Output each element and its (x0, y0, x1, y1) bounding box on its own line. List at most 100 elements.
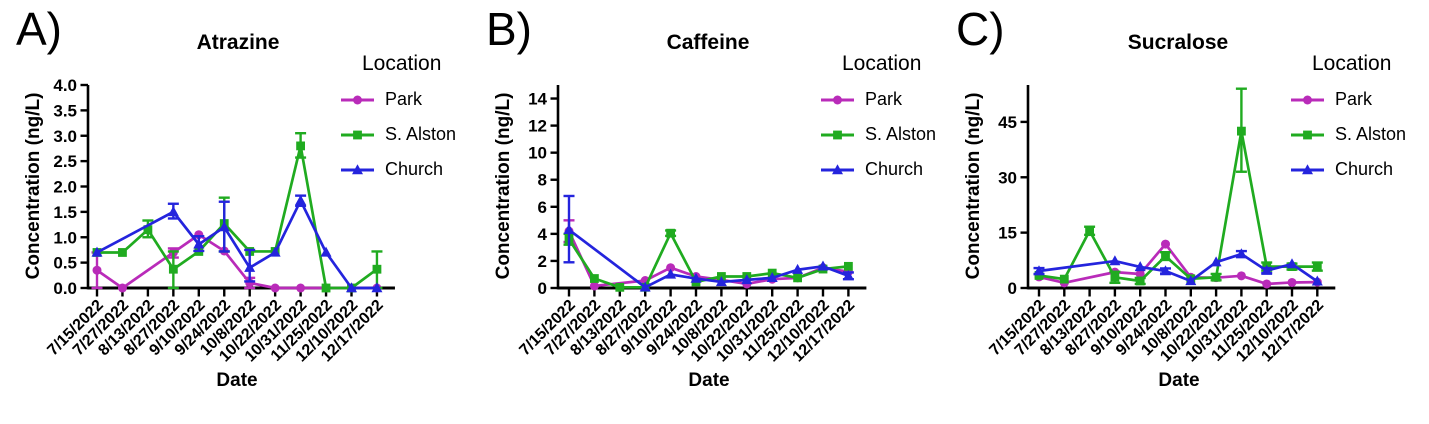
y-tick-label: 0.0 (53, 279, 77, 298)
chart-plot-atrazine: 0.00.51.01.52.02.53.03.54.07/15/20227/27… (44, 76, 395, 365)
data-point-marker (817, 260, 829, 271)
series-line (96, 233, 377, 290)
data-point-marker (1109, 255, 1121, 266)
data-point-marker (666, 228, 675, 238)
y-tick-label: 3.0 (53, 127, 77, 146)
data-point-marker (244, 261, 256, 272)
y-tick-label: 4 (538, 225, 548, 244)
legend-title: Location (842, 52, 922, 75)
y-tick-label: 0 (538, 279, 547, 298)
panel-letter: C) (956, 3, 1005, 55)
data-point-marker (563, 224, 575, 235)
panel-caffeine: B) Caffeine Concentration (ng/L) 0 2 4 6 8 10… (480, 0, 950, 424)
park-marker-icon (341, 95, 374, 104)
triangle-marker-icon (832, 163, 843, 174)
series-s-alston (1034, 87, 1323, 286)
church-marker-icon (1291, 163, 1324, 174)
s-alston-marker-icon (821, 130, 854, 139)
y-tick-label: 10 (528, 144, 547, 163)
legend-label: S. Alston (865, 124, 937, 144)
chart-plot-caffeine: 024681012147/15/20227/27/20228/13/20228/… (516, 85, 867, 365)
series-line (96, 199, 377, 290)
data-point-marker (1161, 239, 1170, 249)
legend-item-church: Church (821, 152, 971, 187)
circle-marker-icon (353, 95, 362, 104)
data-point-marker (1185, 275, 1197, 286)
circle-marker-icon (1303, 95, 1312, 104)
panel-sucralose: C) Sucralose Concentration (ng/L) 0 15 30 4… (950, 0, 1429, 424)
legend-label: S. Alston (1335, 124, 1407, 144)
panel-letter: B) (486, 3, 532, 55)
legend-item-park: Park (1291, 82, 1429, 117)
data-point-marker (1286, 258, 1298, 269)
y-tick-label: 0 (1008, 279, 1017, 298)
legend-label: Park (1335, 89, 1373, 109)
x-axis-label: Date (216, 370, 258, 391)
data-point-marker (296, 283, 306, 293)
legend-item-s-alston: S. Alston (821, 117, 971, 152)
data-point-marker (1262, 279, 1272, 289)
data-point-marker (715, 276, 727, 287)
data-point-marker (92, 265, 102, 275)
series-park (1034, 239, 1322, 289)
x-axis-label: Date (1158, 370, 1200, 391)
square-marker-icon (1303, 130, 1312, 139)
legend-item-park: Park (341, 82, 491, 117)
series-church (1033, 248, 1323, 286)
y-tick-label: 4.0 (53, 76, 77, 95)
legend-item-park: Park (821, 82, 971, 117)
axes (1026, 85, 1336, 290)
y-tick-label: 1.5 (53, 203, 77, 222)
legend-item-church: Church (1291, 152, 1429, 187)
legend-label: Church (385, 159, 444, 179)
series-s-alston (563, 228, 853, 292)
data-point-marker (1161, 251, 1170, 261)
data-point-marker (1261, 264, 1273, 275)
series-line (567, 230, 849, 288)
data-point-marker (665, 268, 677, 279)
series-line (1038, 252, 1319, 283)
data-point-marker (690, 272, 702, 283)
chart-title: Sucralose (1127, 31, 1229, 54)
data-point-marker (666, 263, 676, 273)
data-point-marker (118, 248, 127, 257)
data-point-marker (793, 273, 802, 283)
data-point-marker (1033, 265, 1045, 276)
data-point-marker (590, 274, 599, 283)
data-point-marker (91, 246, 103, 257)
data-point-marker (1287, 277, 1297, 287)
s-alston-marker-icon (341, 130, 374, 139)
data-point-marker (1085, 226, 1094, 236)
legend-title: Location (362, 52, 442, 75)
y-tick-label: 12 (528, 117, 547, 136)
data-point-marker (372, 264, 382, 274)
legend-item-church: Church (341, 152, 491, 187)
data-point-marker (295, 194, 307, 205)
y-tick-label: 1.0 (53, 228, 77, 247)
y-tick-label: 3.5 (53, 101, 77, 120)
legend: Location Park S. Alston Church (821, 52, 971, 187)
legend-label: Church (865, 159, 924, 179)
data-point-marker (589, 281, 599, 291)
series-church (91, 194, 383, 293)
church-marker-icon (341, 163, 374, 174)
legend-title: Location (1312, 52, 1392, 75)
data-point-marker (844, 261, 853, 271)
data-point-marker (1210, 256, 1222, 267)
data-point-marker (1135, 269, 1145, 279)
y-tick-label: 0.5 (53, 254, 77, 273)
y-tick-label: 2 (538, 252, 547, 271)
data-point-marker (1160, 265, 1171, 276)
triangle-marker-icon (1302, 163, 1313, 174)
panel-letter: A) (16, 3, 62, 55)
data-point-marker (1135, 276, 1145, 286)
church-marker-icon (821, 163, 854, 174)
y-tick-label: 2.0 (53, 178, 77, 197)
data-point-marker (1110, 272, 1120, 282)
square-marker-icon (353, 130, 362, 139)
data-point-marker (321, 283, 331, 293)
y-tick-label: 30 (998, 168, 1017, 187)
legend: Location Park S. Alston Church (1291, 52, 1429, 187)
data-point-marker (792, 263, 804, 274)
y-tick-label: 45 (998, 113, 1017, 132)
